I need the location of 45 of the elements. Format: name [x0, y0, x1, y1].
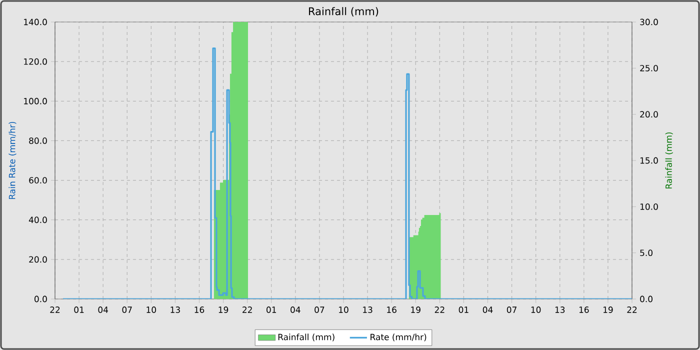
x-tick-label: 07 [314, 306, 324, 313]
y2-tick-label: 25.0 [640, 64, 658, 72]
x-tick-label: 13 [555, 306, 565, 313]
y2-axis-title: Rainfall (mm) [665, 132, 673, 188]
y2-tick-label: 30.0 [640, 18, 658, 26]
chart-title: Rainfall (mm) [309, 7, 378, 16]
x-tick-label: 01 [266, 306, 276, 313]
x-tick-label: 22 [242, 306, 252, 313]
x-tick-label: 04 [290, 306, 300, 313]
y-tick-label: 140.0 [24, 18, 47, 26]
x-tick-label: 04 [482, 306, 493, 313]
y2-tick-label: 10.0 [640, 203, 658, 210]
y-tick-label: 20.0 [29, 256, 47, 263]
y-tick-label: 40.0 [28, 216, 47, 224]
y2-tick-label: 5.0 [640, 250, 652, 256]
legend-label: Rainfall (mm) [278, 334, 334, 342]
y-axis-title: Rain Rate (mm/hr) [8, 122, 16, 199]
x-tick-label: 10 [531, 306, 541, 313]
y2-tick-label: 15.0 [640, 157, 658, 164]
x-tick-label: 19 [218, 306, 228, 313]
y2-tick-label: 0.0 [640, 296, 652, 302]
x-tick-label: 13 [170, 306, 180, 313]
x-tick-label: 10 [339, 306, 348, 313]
x-tick-label: 16 [194, 306, 204, 313]
x-tick-label: 04 [98, 306, 108, 313]
x-tick-label: 01 [458, 306, 468, 313]
x-tick-label: 07 [122, 306, 132, 313]
x-tick-label: 10 [146, 306, 156, 313]
x-tick-label: 22 [627, 306, 637, 313]
y-tick-label: 60.0 [29, 177, 47, 184]
x-tick-label: 07 [506, 306, 516, 313]
x-tick-label: 19 [603, 306, 613, 313]
y-tick-label: 100.0 [24, 98, 47, 104]
x-tick-label: 16 [387, 306, 396, 313]
x-tick-label: 01 [74, 306, 84, 313]
y-tick-label: 120.0 [24, 58, 47, 65]
y2-tick-label: 20.0 [640, 111, 658, 118]
x-tick-label: 13 [363, 306, 372, 313]
x-tick-label: 19 [411, 306, 420, 313]
y-tick-label: 0.0 [34, 296, 47, 302]
x-tick-label: 16 [579, 306, 589, 313]
y-tick-label: 80.0 [29, 138, 47, 144]
x-tick-label: 22 [434, 306, 444, 313]
legend-label: Rate (mm/hr) [370, 334, 426, 342]
x-tick-label: 22 [50, 306, 60, 313]
